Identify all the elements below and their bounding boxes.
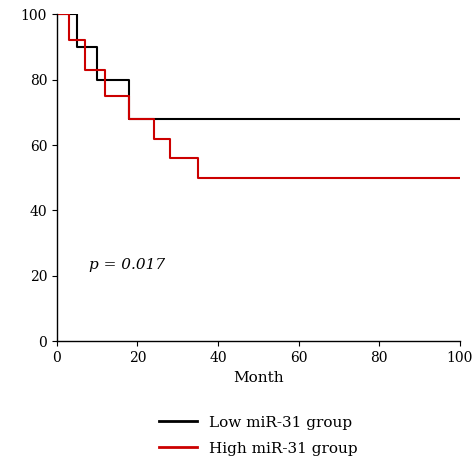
X-axis label: Month: Month xyxy=(233,371,283,384)
Text: p = 0.017: p = 0.017 xyxy=(89,258,165,273)
Legend: Low miR-31 group, High miR-31 group: Low miR-31 group, High miR-31 group xyxy=(151,408,365,464)
